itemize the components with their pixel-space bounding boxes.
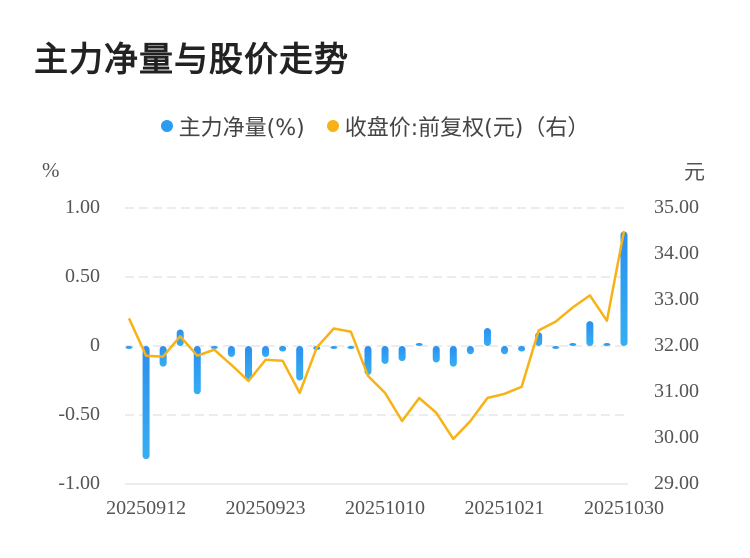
bar [432,346,440,363]
bar [210,346,218,349]
left-axis-tick: -1.00 [58,472,100,494]
bar [364,346,372,375]
bar [296,346,304,381]
bar [398,346,406,362]
right-axis-tick: 31.00 [654,380,699,402]
bar [193,346,201,395]
bar [620,231,628,346]
bar [125,346,133,349]
x-axis-tick: 20251030 [584,497,664,519]
legend-dot-icon [160,120,173,132]
bar [415,343,423,346]
legend-item-close-price[interactable]: 收盘价:前复权(元)（右） [326,110,590,142]
right-axis-unit: 元 [684,160,705,184]
x-axis-tick: 20251010 [345,497,426,519]
bar [227,346,235,358]
chart-legend: 主力净量(%) 收盘价:前复权(元)（右） [0,110,750,142]
right-axis-tick: 29.00 [654,472,699,494]
left-axis-tick: 1.00 [65,196,100,218]
bar [279,346,287,352]
bar [244,346,252,380]
bar [501,346,509,355]
bar [586,321,594,346]
x-axis-tick: 20250923 [225,497,306,519]
net-volume-bars [125,231,628,460]
left-axis-tick: -0.50 [58,403,100,425]
legend-item-net-volume[interactable]: 主力净量(%) [160,110,305,142]
legend-label: 收盘价:前复权(元)（右） [344,116,590,141]
bar [466,346,474,355]
left-axis-unit: % [42,158,60,182]
x-axis-tick: 20251021 [464,497,545,519]
legend-label: 主力净量(%) [178,116,305,141]
bar [552,346,560,349]
bar [603,343,611,346]
left-axis-tick: 0 [90,334,100,356]
chart-title: 主力净量与股价走势 [34,40,349,80]
x-axis-tick: 20250912 [106,497,187,519]
bar [142,346,150,460]
right-axis-tick: 35.00 [654,196,699,218]
bar [569,343,577,346]
grid-lines [125,207,628,485]
left-axis-tick: 0.50 [65,265,100,287]
legend-dot-icon [326,120,339,132]
bar [449,346,457,367]
right-axis-tick: 34.00 [654,242,699,264]
bar [262,346,270,358]
right-axis-tick: 30.00 [654,426,699,448]
right-axis-tick: 33.00 [654,288,699,310]
close-price-line [127,230,626,441]
bar [483,328,491,346]
bar [330,346,338,349]
bar [381,346,389,364]
right-axis-tick: 32.00 [654,334,699,356]
bar [518,346,526,352]
bar [347,346,355,349]
